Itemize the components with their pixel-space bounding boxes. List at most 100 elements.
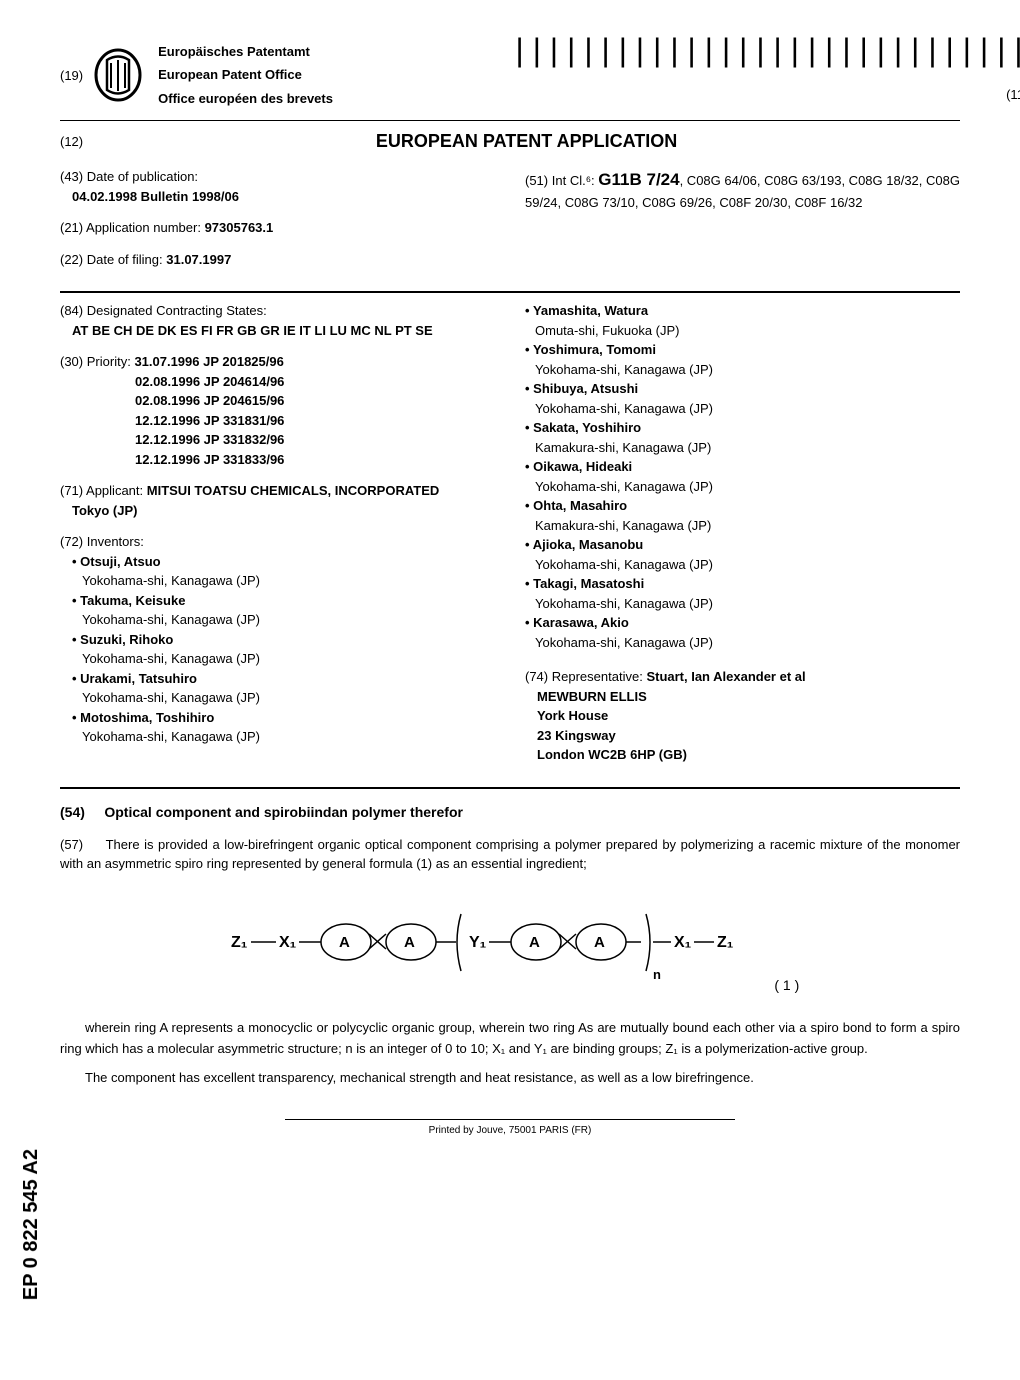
svg-text:A: A	[529, 934, 540, 951]
field-51: (51) Int Cl.⁶: G11B 7/24, C08G 64/06, C0…	[525, 167, 960, 212]
side-publication-number: EP 0 822 545 A2	[20, 1149, 43, 1300]
num-84: (84)	[60, 303, 83, 318]
abstract-text: There is provided a low-birefringent org…	[60, 837, 960, 872]
inventor-list-right: Yamashita, WaturaOmuta-shi, Fukuoka (JP)…	[525, 301, 960, 652]
inventor-item: Takuma, KeisukeYokohama-shi, Kanagawa (J…	[72, 591, 495, 630]
barcode-publication-block: ||||||||||||||||||||||||||||||||||||||||…	[510, 40, 1020, 106]
value-43: 04.02.1998 Bulletin 1998/06	[60, 189, 239, 204]
divider	[60, 120, 960, 121]
svg-text:Z₁: Z₁	[231, 934, 248, 951]
biblio-top: (43) Date of publication: 04.02.1998 Bul…	[60, 167, 960, 281]
priority-2: 02.08.1996 JP 204615/96	[135, 391, 495, 411]
epo-logo	[93, 48, 143, 103]
office-names: Europäisches Patentamt European Patent O…	[158, 40, 333, 110]
rep-line-3: London WC2B 6HP (GB)	[537, 745, 960, 765]
inventor-item: Shibuya, AtsushiYokohama-shi, Kanagawa (…	[525, 379, 960, 418]
priority-3: 12.12.1996 JP 331831/96	[135, 411, 495, 431]
inventor-item: Otsuji, AtsuoYokohama-shi, Kanagawa (JP)	[72, 552, 495, 591]
num-30: (30)	[60, 354, 83, 369]
rep-name: Stuart, Ian Alexander et al	[646, 669, 805, 684]
applicant-location: Tokyo (JP)	[60, 503, 138, 518]
rep-line-1: York House	[537, 706, 960, 726]
label-84: Designated Contracting States:	[87, 303, 267, 318]
applicant-name: MITSUI TOATSU CHEMICALS, INCORPORATED	[147, 483, 440, 498]
inventor-item: Yamashita, WaturaOmuta-shi, Fukuoka (JP)	[525, 301, 960, 340]
inventor-item: Motoshima, ToshihiroYokohama-shi, Kanaga…	[72, 708, 495, 747]
label-51: Int Cl.⁶:	[552, 173, 595, 188]
barcode: ||||||||||||||||||||||||||||||||||||||||…	[510, 40, 1020, 66]
office-en: European Patent Office	[158, 63, 333, 86]
intcl-main: G11B 7/24	[598, 170, 679, 189]
label-72: Inventors:	[87, 534, 144, 549]
header-row: (19) Europäisches Patentamt European Pat…	[60, 40, 960, 110]
value-84: AT BE CH DE DK ES FI FR GB GR IE IT LI L…	[60, 323, 433, 338]
num-74: (74)	[525, 669, 548, 684]
field-84: (84) Designated Contracting States: AT B…	[60, 301, 495, 340]
field-43: (43) Date of publication: 04.02.1998 Bul…	[60, 167, 495, 206]
inventor-item: Suzuki, RihokoYokohama-shi, Kanagawa (JP…	[72, 630, 495, 669]
formula-container: Z₁ X₁ A A Y₁ A A n X₁ Z₁ ( 1 )	[60, 899, 960, 994]
inventor-item: Yoshimura, TomomiYokohama-shi, Kanagawa …	[525, 340, 960, 379]
footer: Printed by Jouve, 75001 PARIS (FR)	[285, 1119, 735, 1136]
inventor-item: Ohta, MasahiroKamakura-shi, Kanagawa (JP…	[525, 496, 960, 535]
label-43: Date of publication:	[87, 169, 198, 184]
inventor-item: Sakata, YoshihiroKamakura-shi, Kanagawa …	[525, 418, 960, 457]
value-21: 97305763.1	[205, 220, 274, 235]
office-fr: Office européen des brevets	[158, 87, 333, 110]
divider-thick-2	[60, 787, 960, 789]
svg-text:n: n	[653, 967, 661, 982]
svg-text:A: A	[594, 934, 605, 951]
label-11: (11)	[1006, 87, 1020, 102]
value-22: 31.07.1997	[166, 252, 231, 267]
priority-5: 12.12.1996 JP 331833/96	[135, 450, 495, 470]
num-57: (57)	[60, 837, 83, 852]
label-71: Applicant:	[86, 483, 143, 498]
svg-text:A: A	[339, 934, 350, 951]
label-30: Priority:	[87, 354, 131, 369]
num-51: (51)	[525, 173, 548, 188]
application-title: EUROPEAN PATENT APPLICATION	[93, 131, 960, 152]
title-54: Optical component and spirobiindan polym…	[104, 804, 463, 820]
num-71: (71)	[60, 483, 83, 498]
office-de: Europäisches Patentamt	[158, 40, 333, 63]
field-57: (57) There is provided a low-birefringen…	[60, 835, 960, 874]
rep-line-0: MEWBURN ELLIS	[537, 687, 960, 707]
priority-4: 12.12.1996 JP 331832/96	[135, 430, 495, 450]
divider-thick	[60, 291, 960, 293]
label-22: Date of filing:	[87, 252, 163, 267]
field-30: (30) Priority: 31.07.1996 JP 201825/96 0…	[60, 352, 495, 469]
biblio-main: (84) Designated Contracting States: AT B…	[60, 301, 960, 777]
label-19: (19)	[60, 68, 83, 83]
inventor-item: Takagi, MasatoshiYokohama-shi, Kanagawa …	[525, 574, 960, 613]
label-74: Representative:	[552, 669, 643, 684]
priority-1: 02.08.1996 JP 204614/96	[135, 372, 495, 392]
application-title-row: (12) EUROPEAN PATENT APPLICATION	[60, 131, 960, 152]
inventor-item: Ajioka, MasanobuYokohama-shi, Kanagawa (…	[525, 535, 960, 574]
continuation-1: wherein ring A represents a monocyclic o…	[60, 1018, 960, 1060]
inventor-item: Oikawa, HideakiYokohama-shi, Kanagawa (J…	[525, 457, 960, 496]
svg-text:Y₁: Y₁	[469, 934, 487, 951]
priority-0: 31.07.1996 JP 201825/96	[134, 354, 283, 369]
svg-text:X₁: X₁	[674, 934, 692, 951]
svg-text:X₁: X₁	[279, 934, 297, 951]
num-54: (54)	[60, 804, 85, 820]
rep-line-2: 23 Kingsway	[537, 726, 960, 746]
field-21: (21) Application number: 97305763.1	[60, 218, 495, 238]
num-43: (43)	[60, 169, 83, 184]
field-71: (71) Applicant: MITSUI TOATSU CHEMICALS,…	[60, 481, 495, 520]
field-74: (74) Representative: Stuart, Ian Alexand…	[525, 667, 960, 765]
field-72: (72) Inventors: Otsuji, AtsuoYokohama-sh…	[60, 532, 495, 747]
continuation-2: The component has excellent transparency…	[60, 1068, 960, 1089]
num-72: (72)	[60, 534, 83, 549]
svg-text:A: A	[404, 934, 415, 951]
section-19: (19) Europäisches Patentamt European Pat…	[60, 40, 510, 110]
num-21: (21)	[60, 220, 83, 235]
label-12: (12)	[60, 134, 83, 149]
field-54: (54) Optical component and spirobiindan …	[60, 804, 960, 820]
num-22: (22)	[60, 252, 83, 267]
inventor-list-left: Otsuji, AtsuoYokohama-shi, Kanagawa (JP)…	[60, 552, 495, 747]
field-22: (22) Date of filing: 31.07.1997	[60, 250, 495, 270]
inventor-item: Urakami, TatsuhiroYokohama-shi, Kanagawa…	[72, 669, 495, 708]
formula-number: ( 1 )	[774, 977, 799, 993]
chemical-formula: Z₁ X₁ A A Y₁ A A n X₁ Z₁	[221, 899, 741, 989]
